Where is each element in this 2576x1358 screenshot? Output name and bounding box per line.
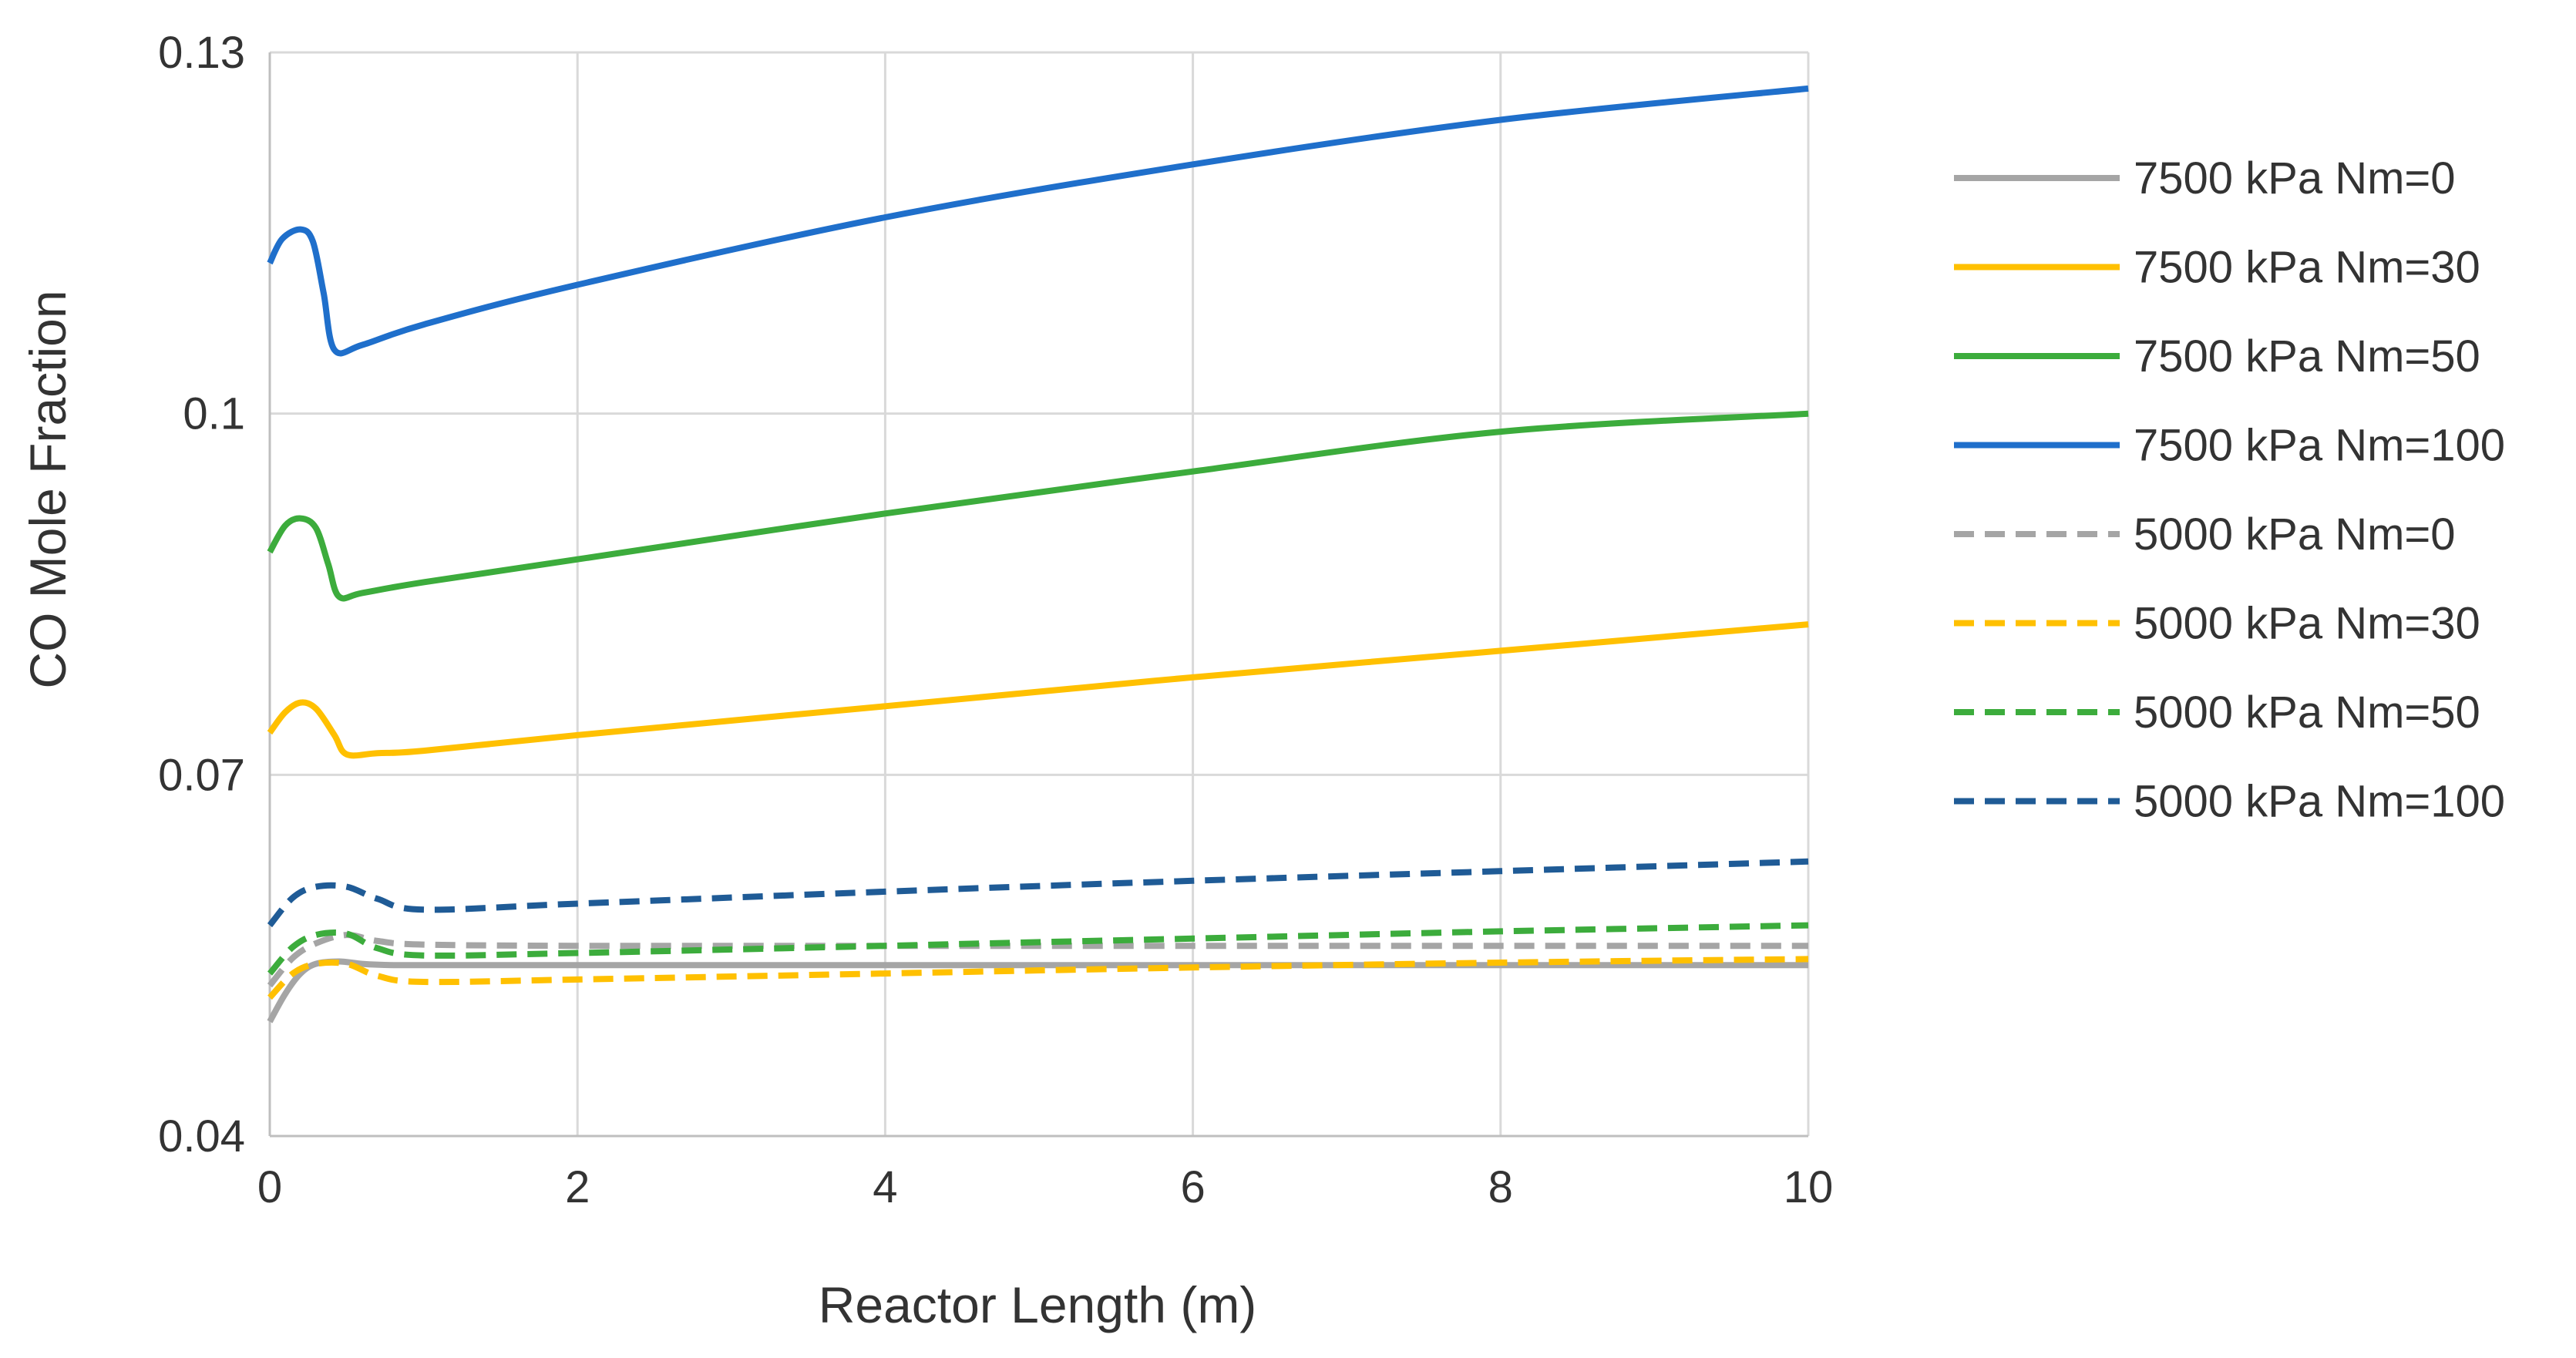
- legend-label: 5000 kPa Nm=50: [2134, 687, 2480, 738]
- x-tick-label: 10: [1784, 1162, 1834, 1212]
- legend-item: 7500 kPa Nm=50: [1954, 331, 2480, 382]
- x-tick-label: 2: [565, 1162, 590, 1212]
- series-line-5000-kpa-nm-100: [267, 858, 1809, 928]
- legend-label: 5000 kPa Nm=0: [2134, 509, 2456, 560]
- legend-item: 5000 kPa Nm=30: [1954, 599, 2480, 649]
- x-axis-title: Reactor Length (m): [819, 1276, 1257, 1333]
- y-tick-label: 0.1: [183, 389, 245, 439]
- y-tick-label: 0.13: [158, 28, 245, 78]
- series-line-7500-kpa-nm-30: [267, 621, 1809, 759]
- legend-item: 7500 kPa Nm=0: [1954, 153, 2456, 203]
- y-tick-label: 0.04: [158, 1111, 245, 1161]
- axes: 0.04 0.07 0.1 0.13 0 2 4 6 8 10: [158, 28, 1833, 1212]
- legend-item: 7500 kPa Nm=100: [1954, 421, 2505, 471]
- series-group: [267, 85, 1809, 1024]
- y-tick-label: 0.07: [158, 750, 245, 800]
- y-axis-title: CO Mole Fraction: [19, 290, 76, 688]
- series-line-7500-kpa-nm-50: [267, 410, 1809, 602]
- legend-label: 7500 kPa Nm=30: [2134, 243, 2480, 293]
- x-tick-label: 0: [257, 1162, 282, 1212]
- legend-label: 7500 kPa Nm=50: [2134, 331, 2480, 382]
- series-line-7500-kpa-nm-100: [267, 85, 1809, 357]
- x-tick-label: 4: [873, 1162, 897, 1212]
- series-line-5000-kpa-nm-0: [267, 932, 1808, 988]
- x-tick-label: 6: [1180, 1162, 1205, 1212]
- x-tick-label: 8: [1488, 1162, 1513, 1212]
- legend-label: 5000 kPa Nm=30: [2134, 599, 2480, 649]
- legend-label: 7500 kPa Nm=100: [2134, 421, 2505, 471]
- legend-item: 5000 kPa Nm=50: [1954, 687, 2480, 738]
- legend: 7500 kPa Nm=0 7500 kPa Nm=30 7500 kPa Nm=5…: [1954, 153, 2505, 827]
- legend-label: 7500 kPa Nm=0: [2134, 153, 2456, 203]
- legend-item: 5000 kPa Nm=0: [1954, 509, 2456, 560]
- series-line-5000-kpa-nm-30: [267, 956, 1809, 1000]
- grid: [268, 51, 1810, 1138]
- legend-item: 7500 kPa Nm=30: [1954, 243, 2480, 293]
- legend-item: 5000 kPa Nm=100: [1954, 777, 2505, 827]
- legend-label: 5000 kPa Nm=100: [2134, 777, 2505, 827]
- series-line-5000-kpa-nm-50: [267, 922, 1809, 976]
